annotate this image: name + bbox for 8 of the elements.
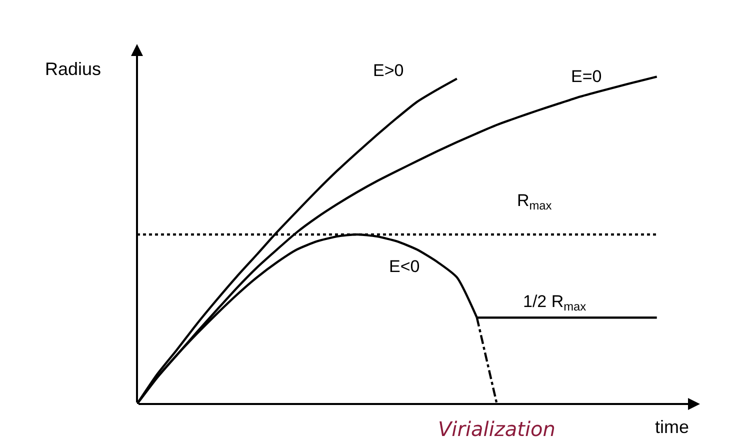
text: Virialization (438, 417, 556, 441)
series-label: E=0 (571, 67, 602, 86)
series-label: E>0 (373, 61, 404, 80)
annotation: 1/2 R$_{max}$ (523, 292, 586, 314)
x-axis-title: time (655, 417, 690, 437)
y-axis-title: Radius (45, 59, 102, 79)
ref-line-label: R$_{max}$ (517, 191, 552, 213)
series-label: E<0 (389, 257, 420, 276)
